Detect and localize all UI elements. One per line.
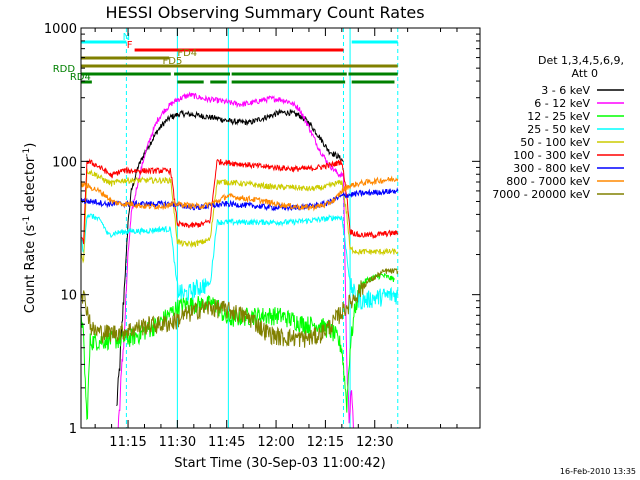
legend-title: Det 1,3,4,5,6,9, [538, 54, 624, 67]
legend-label-50-100-kev: 50 - 100 keV [520, 136, 590, 149]
x-axis-label: Start Time (30-Sep-03 11:00:42) [174, 456, 385, 471]
legend-label-100-300-kev: 100 - 300 keV [513, 149, 590, 162]
series-lines [80, 91, 399, 429]
flag-label-fd4: FD4 [177, 48, 197, 59]
y-axis-label-sup1: -1 [22, 216, 32, 225]
y-tick-label: 1 [69, 422, 77, 437]
series-line-100-300-kev [80, 158, 399, 245]
flag-label-rdd: RDD [53, 64, 76, 75]
x-tick-label: 11:30 [159, 435, 196, 450]
x-axis-ticks: 11:15 11:30 11:45 12:00 12:15 12:30 [94, 28, 458, 450]
flag-label-rd4: RD4 [70, 72, 91, 83]
legend-subtitle: Att 0 [572, 67, 598, 80]
series-line-50-100-kev [80, 168, 399, 264]
y-axis-label-mid: detector [23, 156, 38, 216]
generation-timestamp: 16-Feb-2010 13:35 [560, 467, 636, 476]
legend-label-12-25-kev: 12 - 25 keV [527, 110, 590, 123]
flag-label-n: N [123, 32, 130, 43]
legend-label-3-6-kev: 3 - 6 keV [541, 84, 590, 97]
y-axis-label-end: ) [23, 143, 38, 148]
series-line-3-6-kev [116, 108, 344, 406]
y-axis-label: Count Rate (s-1 detector-1) [22, 143, 38, 314]
plot-frame [80, 27, 481, 429]
chart-title: HESSI Observing Summary Count Rates [105, 3, 424, 22]
flag-label-f: F [127, 40, 133, 51]
y-tick-label: 10 [60, 289, 77, 304]
series-line-800-7000-kev [80, 175, 399, 212]
y-axis-label-main: Count Rate (s [23, 225, 38, 314]
legend-label-25-50-kev: 25 - 50 keV [527, 123, 590, 136]
legend-label-7000-20000-kev: 7000 - 20000 keV [492, 188, 590, 201]
y-axis-ticks: 1 10 100 1000 [44, 22, 480, 437]
series-line-6-12-kev [117, 91, 354, 429]
legend-label-800-7000-kev: 800 - 7000 keV [506, 175, 590, 188]
y-tick-label: 100 [52, 155, 77, 170]
legend-label-300-800-kev: 300 - 800 keV [513, 162, 590, 175]
flag-label-fd5: FD5 [163, 56, 183, 67]
series-line-300-800-kev [80, 187, 399, 212]
x-tick-label: 12:15 [307, 435, 344, 450]
x-tick-label: 11:15 [109, 435, 146, 450]
y-axis-label-sup2: -1 [22, 148, 32, 157]
series-line-7000-20000-kev [80, 267, 399, 348]
series-line-12-25-kev [80, 272, 395, 421]
x-tick-label: 12:30 [356, 435, 393, 450]
y-tick-label: 1000 [44, 22, 77, 37]
x-tick-label: 11:45 [208, 435, 245, 450]
legend-label-6-12-kev: 6 - 12 keV [534, 97, 590, 110]
x-tick-label: 12:00 [257, 435, 294, 450]
series-line-25-50-kev [80, 213, 399, 310]
